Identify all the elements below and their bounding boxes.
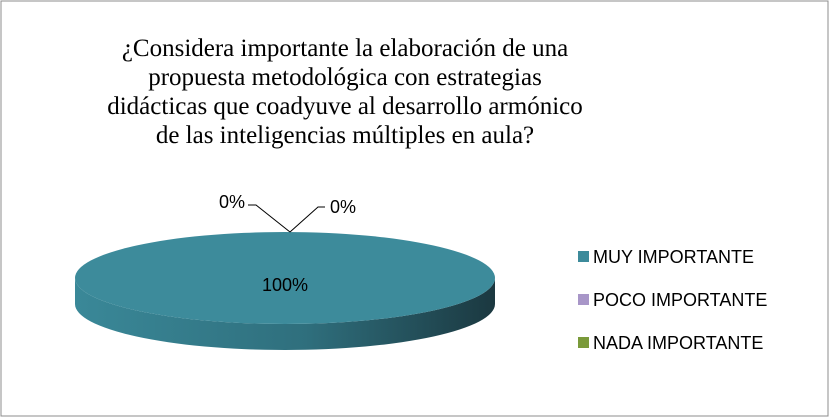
- leader-line: [248, 204, 291, 233]
- legend-swatch: [578, 251, 589, 262]
- pie-side: [75, 278, 495, 350]
- legend-label: MUY IMPORTANTE: [593, 247, 754, 267]
- legend-label: POCO IMPORTANTE: [593, 290, 767, 310]
- data-label: 0%: [219, 192, 245, 212]
- legend-label: NADA IMPORTANTE: [593, 333, 763, 353]
- leader-line: [289, 206, 325, 233]
- legend-swatch: [578, 337, 589, 348]
- pie-slice: [75, 232, 495, 324]
- data-label: 0%: [330, 197, 356, 217]
- data-label: 100%: [262, 275, 308, 295]
- chart-title: ¿Considera importante la elaboración de …: [107, 35, 583, 149]
- legend-swatch: [578, 294, 589, 305]
